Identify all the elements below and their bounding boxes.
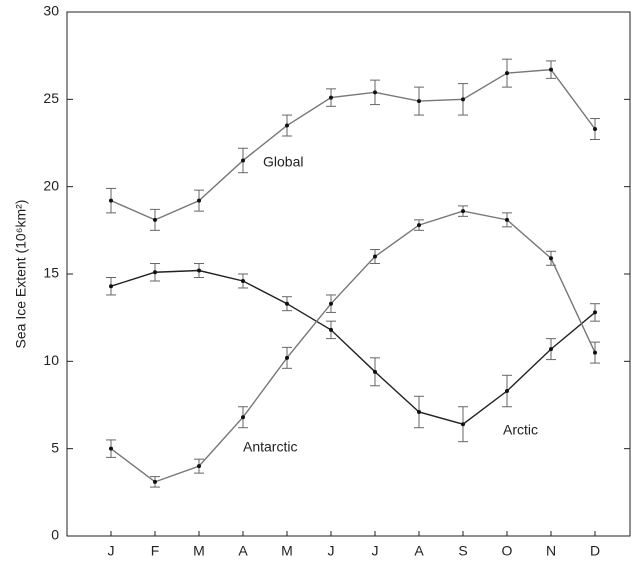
x-tick-label: A xyxy=(414,543,424,559)
point xyxy=(549,256,553,261)
series-line xyxy=(110,210,596,483)
y-tick-label: 30 xyxy=(43,3,59,19)
point xyxy=(549,67,553,72)
x-tick-label: M xyxy=(281,543,293,559)
x-tick-label: D xyxy=(590,543,600,559)
point xyxy=(197,268,201,273)
point xyxy=(109,284,113,289)
point xyxy=(109,198,113,203)
point xyxy=(329,327,333,332)
point xyxy=(505,71,509,76)
point xyxy=(109,446,113,451)
y-tick-label: 5 xyxy=(51,439,59,455)
y-tick-label: 0 xyxy=(51,527,59,543)
point xyxy=(593,127,597,132)
series-line xyxy=(110,68,596,221)
x-tick-label: J xyxy=(108,543,115,559)
point xyxy=(505,217,509,222)
point xyxy=(241,415,245,420)
point xyxy=(329,301,333,306)
y-tick-label: 20 xyxy=(43,177,59,193)
point xyxy=(153,217,157,222)
point xyxy=(153,270,157,275)
x-tick-label: F xyxy=(151,543,160,559)
point xyxy=(373,369,377,374)
x-tick-label: S xyxy=(458,543,467,559)
x-tick-label: M xyxy=(193,543,205,559)
point xyxy=(197,198,201,203)
point xyxy=(241,278,245,283)
point xyxy=(417,409,421,414)
point xyxy=(285,123,289,128)
point xyxy=(329,95,333,100)
x-tick-label: N xyxy=(546,543,556,559)
y-axis-label: Sea Ice Extent (10⁶km²) xyxy=(13,200,29,349)
y-tick-label: 10 xyxy=(43,352,59,368)
point xyxy=(593,350,597,355)
point xyxy=(549,347,553,352)
series-line xyxy=(110,269,596,425)
x-tick-label: A xyxy=(238,543,248,559)
x-tick-label: O xyxy=(502,543,513,559)
point xyxy=(461,422,465,427)
series-label: Global xyxy=(263,154,303,170)
x-tick-label: J xyxy=(372,543,379,559)
point xyxy=(505,389,509,394)
point xyxy=(373,254,377,259)
point xyxy=(197,464,201,469)
point xyxy=(417,223,421,228)
point xyxy=(417,99,421,104)
x-tick-label: J xyxy=(328,543,335,559)
point xyxy=(593,310,597,315)
y-tick-label: 15 xyxy=(43,265,59,281)
point xyxy=(373,90,377,95)
point xyxy=(285,355,289,360)
point xyxy=(241,158,245,163)
point xyxy=(461,97,465,102)
series-label: Arctic xyxy=(503,422,538,438)
point xyxy=(285,301,289,306)
point xyxy=(461,209,465,214)
point xyxy=(153,479,157,484)
series-label: Antarctic xyxy=(243,439,297,455)
y-tick-label: 25 xyxy=(43,90,59,106)
